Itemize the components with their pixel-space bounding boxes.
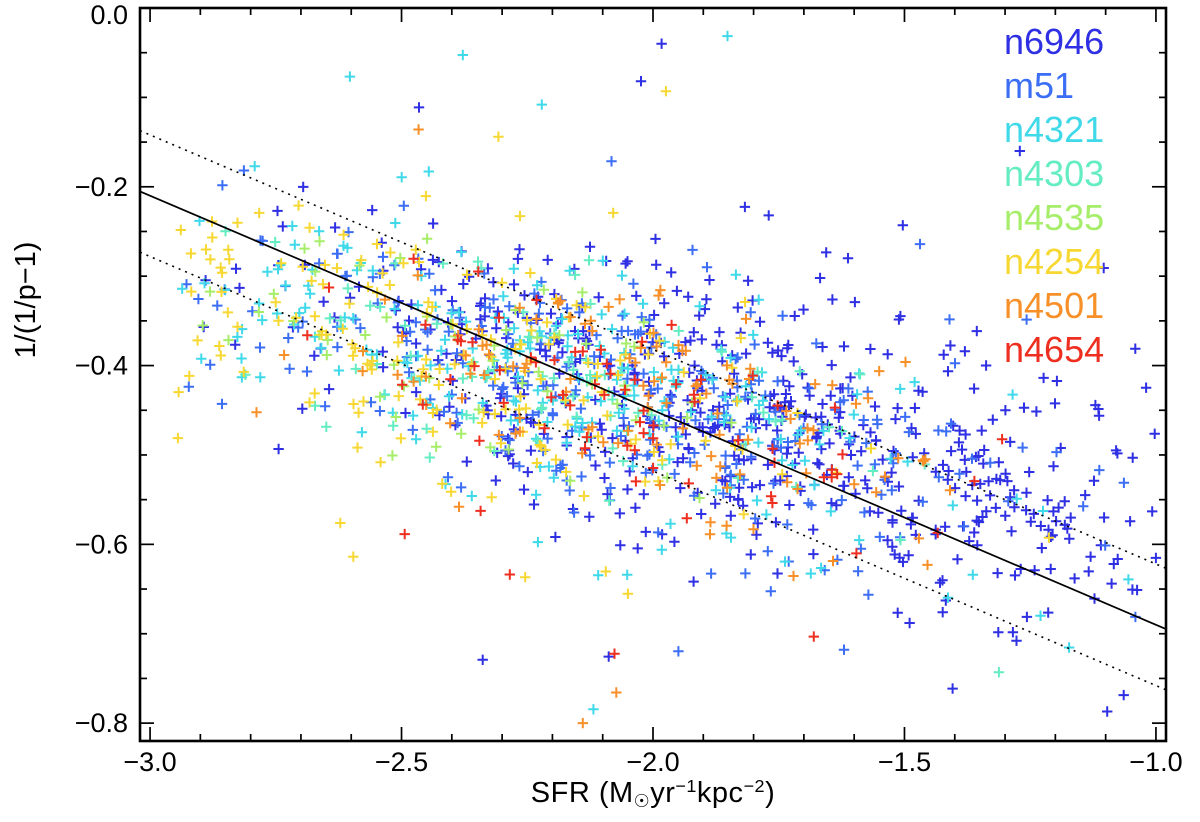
sun-symbol: ☉ bbox=[633, 790, 651, 811]
y-tick-label: −0.6 bbox=[75, 529, 128, 559]
x-axis-label-text: SFR (M bbox=[530, 776, 634, 809]
x-tick-label: −3.0 bbox=[123, 747, 176, 777]
x-tick-label: −1.0 bbox=[1129, 747, 1182, 777]
x-axis-label: SFR (M☉yr−1kpc−2) bbox=[530, 776, 776, 811]
series-n4654 bbox=[302, 253, 1008, 659]
legend-item-n6946: n6946 bbox=[1004, 21, 1105, 62]
series-n4303 bbox=[220, 226, 1005, 678]
x-tick-label: −1.5 bbox=[878, 747, 931, 777]
x-tick-label: −2.5 bbox=[375, 747, 428, 777]
y-tick-label: 0.0 bbox=[90, 0, 128, 30]
series-n4501 bbox=[251, 124, 956, 729]
y-tick-label: −0.2 bbox=[75, 172, 128, 202]
y-tick-label: −0.8 bbox=[75, 708, 128, 738]
series-n4254 bbox=[172, 86, 1055, 599]
legend-item-n4654: n4654 bbox=[1004, 329, 1105, 370]
legend-item-n4254: n4254 bbox=[1004, 241, 1105, 282]
fit-line bbox=[139, 190, 1167, 630]
series-m51 bbox=[181, 156, 1141, 657]
legend-item-n4321: n4321 bbox=[1004, 109, 1105, 150]
y-axis-label: 1/(1/p−1) bbox=[10, 241, 42, 359]
legend-item-n4303: n4303 bbox=[1004, 153, 1105, 194]
y-tick-label: −0.4 bbox=[75, 351, 128, 381]
legend-item-n4535: n4535 bbox=[1004, 197, 1105, 238]
legend: n6946 m51 n4321 n4303 n4535 n4254 n4501 n4654 bbox=[1004, 20, 1104, 372]
legend-item-m51: m51 bbox=[1004, 65, 1075, 106]
x-tick-label: −2.0 bbox=[626, 747, 679, 777]
series-n4321 bbox=[177, 30, 1134, 715]
legend-item-n4501: n4501 bbox=[1004, 285, 1105, 326]
